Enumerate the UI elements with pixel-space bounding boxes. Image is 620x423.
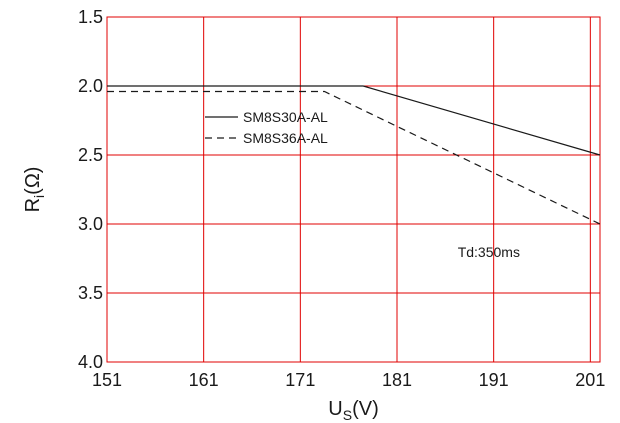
annotations: Td:350ms bbox=[458, 244, 520, 260]
x-tick-label: 161 bbox=[189, 370, 219, 390]
grid bbox=[106, 16, 601, 363]
y-axis-title-main: R bbox=[22, 198, 44, 212]
x-axis-title-unit: (V) bbox=[352, 398, 379, 420]
x-tick-label: 191 bbox=[479, 370, 509, 390]
y-axis-title-sub: i bbox=[31, 195, 47, 198]
plot-frame bbox=[106, 16, 601, 363]
y-tick-label: 1.5 bbox=[78, 7, 103, 27]
y-tick-label: 2.0 bbox=[78, 76, 103, 96]
x-tick-label: 181 bbox=[382, 370, 412, 390]
x-axis-title-main: U bbox=[328, 398, 342, 420]
x-axis-title-sub: S bbox=[343, 407, 352, 423]
x-tick-label: 151 bbox=[92, 370, 122, 390]
tick-labels: 151 161 171 181 191 201 1.5 2.0 2.5 3.0 3.5 4.0 bbox=[78, 7, 605, 390]
legend-label-1: SM8S30A-AL bbox=[243, 109, 328, 125]
y-tick-label: 3.5 bbox=[78, 283, 103, 303]
x-axis-title: US(V) bbox=[328, 398, 378, 423]
series-layer bbox=[107, 85, 601, 225]
y-tick-label: 4.0 bbox=[78, 352, 103, 372]
series-line-1 bbox=[107, 85, 601, 156]
series-line-2 bbox=[107, 90, 601, 225]
y-axis-title: Ri(Ω) bbox=[22, 167, 47, 213]
x-tick-label: 201 bbox=[575, 370, 605, 390]
y-axis-title-unit: (Ω) bbox=[22, 167, 44, 195]
legend-label-2: SM8S36A-AL bbox=[243, 130, 328, 146]
y-tick-label: 3.0 bbox=[78, 214, 103, 234]
y-tick-label: 2.5 bbox=[78, 145, 103, 165]
legend: SM8S30A-AL SM8S36A-AL bbox=[205, 109, 328, 146]
x-tick-label: 171 bbox=[285, 370, 315, 390]
annotation-text: Td:350ms bbox=[458, 244, 520, 260]
axis-titles: US(V) Ri(Ω) bbox=[22, 167, 379, 423]
